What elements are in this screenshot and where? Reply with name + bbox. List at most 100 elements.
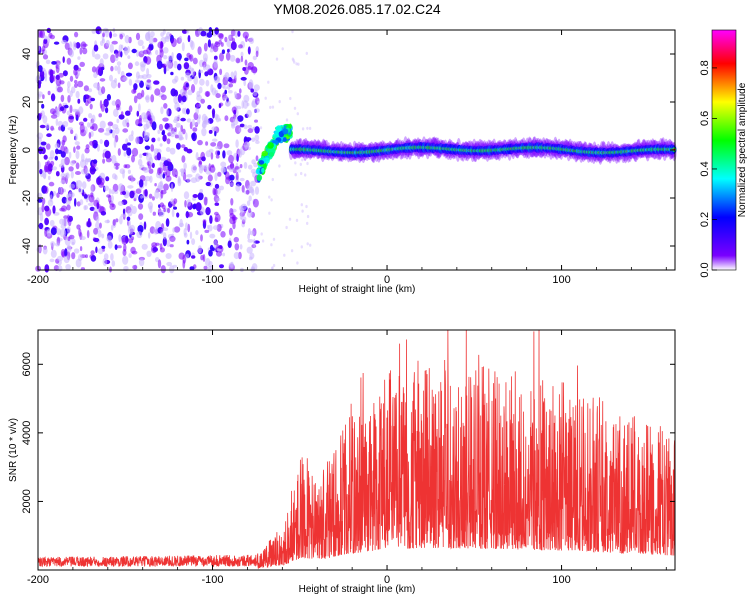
spectrogram-noise-cell bbox=[215, 155, 220, 159]
colorbar-ticks: 0.0 0.2 0.4 0.6 0.8 bbox=[699, 60, 717, 278]
spectrogram-noise-cell bbox=[201, 156, 206, 162]
spectrogram-noise-cell bbox=[110, 65, 114, 72]
spectrogram-noise-cell bbox=[203, 64, 206, 71]
spectrogram-noise-cell bbox=[197, 192, 204, 201]
spectrogram-noise-cell bbox=[183, 162, 187, 170]
spectrogram-noise-cell bbox=[203, 42, 208, 52]
spectrogram-noise-cell bbox=[133, 95, 138, 104]
spectrogram-noise-cell bbox=[247, 228, 251, 236]
spectrogram-speck bbox=[305, 204, 308, 209]
spectrogram-noise-cell bbox=[235, 184, 241, 192]
spectrogram-noise-cell bbox=[87, 218, 91, 224]
spectrogram-noise-cell bbox=[159, 202, 165, 208]
spectrogram-noise-cell bbox=[109, 31, 112, 39]
spectrogram-noise-cell bbox=[100, 211, 107, 216]
spectrogram-noise-cell bbox=[177, 63, 182, 71]
spectrogram-noise-cell bbox=[57, 149, 63, 154]
spectrogram-noise-cell bbox=[39, 112, 43, 117]
spectrogram-noise-cell bbox=[55, 77, 62, 87]
spectrogram-noise-cell bbox=[47, 90, 51, 96]
spectrogram-noise-cell bbox=[196, 102, 200, 109]
spectrogram-y-tick-label: -40 bbox=[21, 238, 33, 254]
spectrogram-noise-cell bbox=[227, 34, 232, 40]
spectrogram-noise-cell bbox=[138, 213, 144, 221]
spectrogram-noise-cell bbox=[99, 120, 106, 129]
spectrogram-noise-cell bbox=[122, 169, 125, 179]
spectrogram-noise-cell bbox=[106, 194, 111, 198]
spectrogram-noise-cell bbox=[217, 171, 222, 177]
spectrogram-noise-cell bbox=[110, 224, 114, 231]
spectrogram-noise-cell bbox=[162, 227, 169, 231]
spectrogram-noise-cell bbox=[75, 180, 79, 189]
spectrogram-noise-cell bbox=[67, 236, 71, 242]
spectrogram-noise-cell bbox=[43, 186, 49, 194]
spectrogram-noise-cell bbox=[159, 143, 163, 147]
spectrogram-noise-cell bbox=[156, 60, 163, 70]
spectrogram-noise-cell bbox=[98, 127, 105, 133]
spectrogram-noise-cell bbox=[54, 143, 60, 149]
spectrogram-noise-cell bbox=[126, 122, 130, 128]
spectrogram-noise-cell bbox=[128, 78, 133, 86]
spectrogram-noise-cell bbox=[46, 228, 52, 237]
spectrogram-noise-cell bbox=[183, 191, 190, 200]
spectrogram-noise-cell bbox=[141, 74, 148, 80]
spectrogram-noise-cell bbox=[184, 200, 187, 208]
spectrogram-noise-cell bbox=[46, 133, 52, 138]
spectrogram-noise-cell bbox=[249, 37, 255, 44]
spectrogram-noise-cell bbox=[199, 188, 203, 194]
spectrogram-transition-cell bbox=[258, 160, 265, 165]
spectrogram-noise-cell bbox=[154, 183, 157, 187]
spectrogram-noise-cell bbox=[235, 57, 241, 64]
spectrogram-noise-cell bbox=[78, 228, 82, 237]
spectrogram-noise-cell bbox=[102, 32, 105, 38]
spectrogram-noise-cell bbox=[224, 115, 229, 122]
spectrogram-noise-cell bbox=[80, 236, 86, 241]
colorbar-frame bbox=[711, 29, 737, 271]
spectrogram-noise-cell bbox=[254, 126, 260, 134]
spectrogram-noise-cell bbox=[150, 144, 155, 152]
spectrogram-noise-cell bbox=[183, 62, 190, 70]
spectrogram-noise-cell bbox=[44, 73, 48, 82]
spectrogram-noise-cell bbox=[240, 51, 244, 58]
spectrogram-noise-cell bbox=[97, 204, 101, 208]
spectrogram-noise-cell bbox=[54, 155, 58, 161]
spectrogram-noise-cell bbox=[233, 236, 239, 243]
spectrogram-noise-cell bbox=[159, 180, 163, 187]
spectrogram-noise-cell bbox=[230, 198, 234, 206]
spectrogram-noise-cell bbox=[253, 108, 260, 113]
spectrogram-noise-cell bbox=[165, 61, 170, 66]
spectrogram-noise-cell bbox=[57, 265, 63, 272]
spectrogram-noise-cell bbox=[127, 226, 134, 235]
spectrogram-noise-cell bbox=[127, 209, 133, 217]
spectrogram-noise-cell bbox=[72, 41, 77, 51]
spectrogram-noise-cell bbox=[163, 208, 166, 213]
spectrogram-noise-cell bbox=[88, 132, 92, 139]
spectrogram-noise-cell bbox=[149, 205, 153, 213]
spectrogram-speck bbox=[291, 57, 295, 61]
spectrogram-noise-cell bbox=[101, 38, 106, 44]
spectrogram-noise-cell bbox=[167, 207, 171, 214]
spectrogram-speck bbox=[306, 242, 309, 246]
spectrogram-noise-cell bbox=[84, 147, 90, 154]
spectrogram-noise-cell bbox=[83, 85, 89, 92]
spectrogram-noise-cell bbox=[135, 188, 142, 194]
spectrogram-noise-cell bbox=[60, 158, 66, 166]
spectrogram-transition-cell bbox=[288, 123, 292, 129]
spectrogram-noise-cell bbox=[70, 160, 75, 166]
spectrogram-noise-cell bbox=[208, 249, 213, 257]
spectrogram-noise-cell bbox=[97, 248, 104, 255]
spectrogram-noise-cell bbox=[95, 246, 98, 254]
spectrogram-y-axis-label: Frequency (Hz) bbox=[8, 116, 19, 185]
spectrogram-noise-cell bbox=[204, 90, 211, 97]
spectrogram-noise-cell bbox=[46, 165, 53, 175]
spectrogram-noise-cell bbox=[214, 213, 221, 223]
spectrogram-noise-cell bbox=[61, 39, 68, 45]
spectrogram-noise-cell bbox=[88, 194, 95, 203]
spectrogram-noise-cell bbox=[234, 243, 240, 251]
spectrogram-noise-cell bbox=[218, 39, 222, 45]
spectrogram-speck bbox=[264, 96, 267, 100]
spectrogram-noise-cell bbox=[122, 128, 129, 133]
spectrogram-speck bbox=[308, 126, 312, 130]
spectrogram-noise-cell bbox=[110, 54, 116, 63]
colorbar-tick-label: 0.6 bbox=[699, 111, 711, 126]
